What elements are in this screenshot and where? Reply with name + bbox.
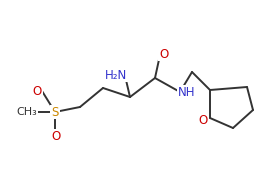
Text: O: O <box>159 48 169 60</box>
Text: O: O <box>32 84 42 98</box>
Text: O: O <box>198 114 208 127</box>
Text: H₂N: H₂N <box>105 69 127 82</box>
Text: NH: NH <box>178 86 196 98</box>
Text: CH₃: CH₃ <box>17 107 37 117</box>
Text: O: O <box>51 129 61 143</box>
Text: S: S <box>51 105 59 118</box>
